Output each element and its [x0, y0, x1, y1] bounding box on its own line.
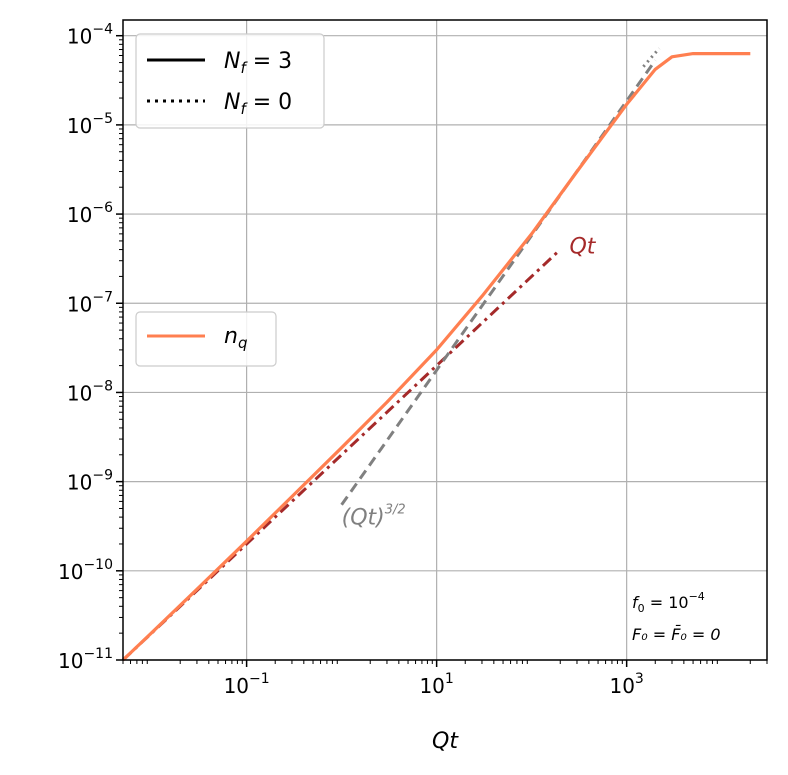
- y-tick-label-base: 10: [67, 25, 92, 49]
- y-tick-label-base: 10: [67, 381, 92, 405]
- legend-label-nq-main: n: [224, 324, 238, 349]
- series-line-solid: [121, 51, 751, 662]
- x-tick-label: 103: [609, 671, 643, 698]
- annotation-qt32-exponent: 3/2: [385, 503, 406, 518]
- legend-label-nf0-sub: f: [240, 100, 248, 118]
- x-tick-label: 101: [419, 671, 453, 698]
- series-line-dotted: [642, 47, 661, 68]
- y-tick-label-base: 10: [67, 292, 92, 316]
- legend-label-nf3-main: N: [224, 49, 240, 74]
- y-tick-label: 10−10: [58, 557, 113, 584]
- x-tick-label-base: 10: [419, 674, 444, 698]
- legend-label-nf0: Nf = 0: [224, 90, 292, 118]
- annotation-qt32-text: (Qt): [342, 506, 385, 531]
- parameter-f0-main: f: [632, 593, 640, 612]
- series-layer: [121, 47, 751, 662]
- x-tick-label-base: 10: [224, 674, 249, 698]
- legend-label-nf0-main: N: [224, 90, 240, 115]
- parameter-f0-rest: = 10: [645, 593, 689, 612]
- y-tick-label: 10−4: [67, 22, 113, 49]
- legend-label-nq-sub: q: [238, 334, 248, 352]
- y-tick-label-exponent: −6: [92, 200, 113, 216]
- x-tick-label: 10−1: [224, 671, 270, 698]
- x-tick-label-exponent: −1: [249, 671, 270, 687]
- legend-label-nf3-sub: f: [240, 59, 248, 77]
- x-tick-label-base: 10: [609, 674, 634, 698]
- y-tick-label-exponent: −9: [92, 468, 113, 484]
- x-tick-label-exponent: 1: [445, 671, 454, 687]
- y-tick-label: 10−8: [67, 378, 113, 405]
- y-tick-label: 10−7: [67, 289, 113, 316]
- legend-style: Nf = 3 Nf = 0: [135, 33, 325, 129]
- legend-label-nf3-rest: = 3: [246, 49, 292, 74]
- parameter-f0: f0 = 10−4: [632, 590, 705, 615]
- annotation-qt-three-halves: (Qt)3/2: [342, 503, 406, 531]
- y-tick-label-exponent: −11: [83, 646, 113, 662]
- y-tick-label-base: 10: [58, 649, 83, 673]
- x-axis-label: Qt: [432, 729, 459, 754]
- y-tick-label: 10−6: [67, 200, 113, 227]
- parameter-f0-exponent: −4: [689, 590, 705, 603]
- legend-label-nf0-rest: = 0: [246, 90, 292, 115]
- y-tick-label-exponent: −10: [83, 557, 113, 573]
- y-tick-label-exponent: −7: [92, 289, 113, 305]
- y-tick-label: 10−5: [67, 111, 113, 138]
- y-tick-label-base: 10: [67, 471, 92, 495]
- ticks-layer: [116, 34, 768, 667]
- legend-label-nf3: Nf = 3: [224, 49, 292, 77]
- y-tick-label-exponent: −5: [92, 111, 113, 127]
- legend-series: nq: [135, 311, 277, 367]
- legend-style-box: [135, 33, 325, 129]
- parameter-f0-bar: F₀ = F̄₀ = 0: [632, 625, 721, 644]
- legend-label-nq: nq: [224, 324, 247, 352]
- y-tick-label-base: 10: [58, 560, 83, 584]
- y-tick-label: 10−9: [67, 468, 113, 495]
- legend-series-box: [135, 311, 277, 367]
- y-tick-label-exponent: −4: [92, 22, 113, 38]
- annotation-qt: Qt: [569, 235, 596, 260]
- y-tick-label-base: 10: [67, 203, 92, 227]
- parameter-f0-sub: 0: [638, 602, 645, 615]
- x-tick-label-exponent: 3: [635, 671, 644, 687]
- y-tick-label-base: 10: [67, 114, 92, 138]
- y-tick-label-exponent: −8: [92, 378, 113, 394]
- y-tick-label: 10−11: [58, 646, 113, 673]
- annotation-qt-text: Qt: [569, 235, 596, 260]
- plot-frame: [122, 19, 768, 661]
